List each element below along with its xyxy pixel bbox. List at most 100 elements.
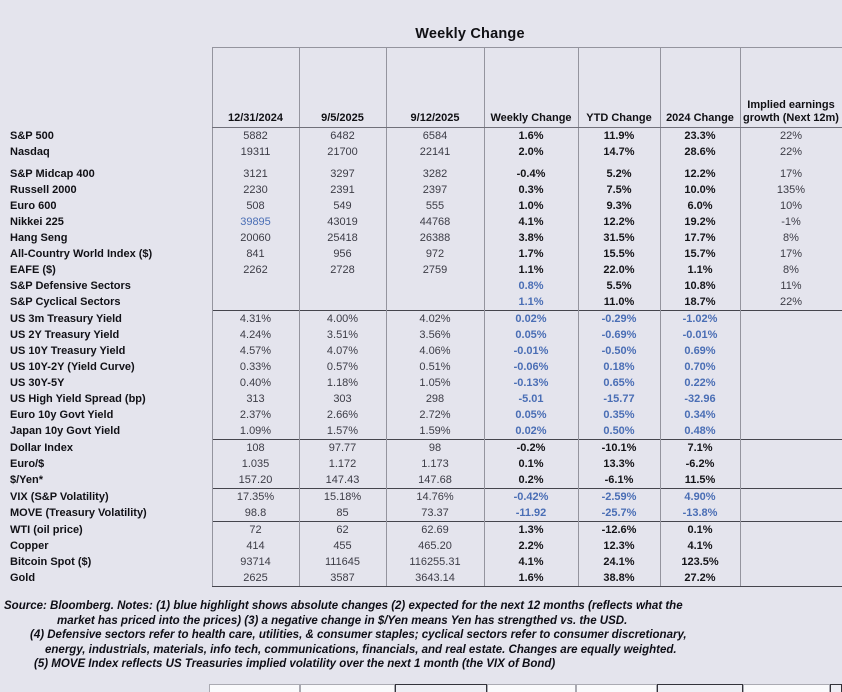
cell: 10.8% [659,278,740,294]
table-row: US 2Y Treasury Yield 4.24% 3.51% 3.56% 0.05%… [0,327,842,343]
cell: -2.59% [577,488,660,505]
note-line: market has priced into the prices) (3) a… [57,614,628,627]
row-label: US 30Y-5Y [10,377,65,389]
cell: -12.6% [577,521,660,538]
cell: -0.01% [483,343,578,359]
row-label: Russell 2000 [10,184,77,196]
cell: 21700 [298,144,386,160]
cell: 15.7% [659,246,740,262]
partial-button[interactable] [830,684,842,692]
row-label: Hang Seng [10,232,68,244]
cell: 147.68 [385,472,484,489]
cell [739,505,842,522]
table-row: Euro 10y Govt Yield 2.37% 2.66% 2.72% 0.05% 0… [0,407,842,423]
cell: 1.1% [659,262,740,278]
cell: 31.5% [577,230,660,246]
column-header: Weekly Change [483,47,578,128]
table-row: Japan 10y Govt Yield 1.09% 1.57% 1.59% 0.02%… [0,423,842,440]
cell: 1.59% [385,423,484,440]
cell: 19.2% [659,214,740,230]
table-row: Copper 414 455 465.20 2.2% 12.3% 4.1% [0,538,842,554]
cell: 1.3% [483,521,578,538]
cell: 2728 [298,262,386,278]
cell: -15.77 [577,391,660,407]
cell: 0.05% [483,407,578,423]
cell: 5.2% [577,166,660,182]
table-row: Nikkei 225 39895 43019 44768 4.1% 12.2% 19.2% -… [0,214,842,230]
cell [739,521,842,538]
cell: 85 [298,505,386,522]
row-label: Euro 10y Govt Yield [10,409,114,421]
cell: 508 [211,198,299,214]
cell: 0.70% [659,359,740,375]
table-row: S&P Defensive Sectors 0.8% 5.5% 10.8% 11% [0,278,842,294]
cell: 23.3% [659,127,740,144]
cell: 9.3% [577,198,660,214]
cell: 1.05% [385,375,484,391]
note-line: (5) MOVE Index reflects US Treasuries im… [34,658,556,671]
row-label: Nasdaq [10,146,50,158]
cell: 10.0% [659,182,740,198]
cell [739,343,842,359]
clipped-next-row [0,684,842,692]
cell: -10.1% [577,439,660,456]
column-header: 12/31/2024 [211,47,299,128]
cell: 22.0% [577,262,660,278]
cell: 62.69 [385,521,484,538]
cell: 841 [211,246,299,262]
table-row: US 10Y-2Y (Yield Curve) 0.33% 0.57% 0.51% -0… [0,359,842,375]
cell [739,327,842,343]
cell: 0.33% [211,359,299,375]
cell: 4.90% [659,488,740,505]
cell [739,456,842,472]
cell: 2.72% [385,407,484,423]
table-row: $/Yen* 157.20 147.43 147.68 0.2% -6.1% 11.5% [0,472,842,489]
cell: 8% [739,230,842,246]
cell: -25.7% [577,505,660,522]
cell: 17.35% [211,488,299,505]
cell: 0.57% [298,359,386,375]
cell: 43019 [298,214,386,230]
cell: 4.57% [211,343,299,359]
table-row: Euro 600 508 549 555 1.0% 9.3% 6.0% 10% [0,198,842,214]
cell: 93714 [211,554,299,570]
note-line: (4) Defensive sectors refer to health ca… [30,629,687,642]
cell: 0.02% [483,423,578,440]
cell: -0.50% [577,343,660,359]
table-row: S&P Midcap 400 3121 3297 3282 -0.4% 5.2% 12.2%… [0,166,842,182]
cell: 0.40% [211,375,299,391]
row-label: Japan 10y Govt Yield [10,425,121,438]
cell: 1.09% [211,423,299,440]
cell: 3.51% [298,327,386,343]
cell: -0.69% [577,327,660,343]
row-label: Copper [10,540,49,552]
row-label: Dollar Index [10,441,73,454]
cell: 3587 [298,570,386,587]
cell: 4.02% [385,310,484,327]
cell: 1.1% [483,294,578,311]
partial-button[interactable] [395,684,487,692]
cell: -0.42% [483,488,578,505]
partial-button[interactable] [657,684,743,692]
cell [385,294,484,311]
partial-cell [743,684,830,692]
table-row: EAFE ($) 2262 2728 2759 1.1% 22.0% 1.1% 8% [0,262,842,278]
cell: 11.9% [577,127,660,144]
cell: 0.22% [659,375,740,391]
cell [739,472,842,489]
cell: 0.02% [483,310,578,327]
row-label: S&P Defensive Sectors [10,280,131,292]
cell: 8% [739,262,842,278]
cell: 22141 [385,144,484,160]
cell: 1.1% [483,262,578,278]
column-header: Implied earnings growth (Next 12m) [739,47,842,128]
cell: 0.48% [659,423,740,440]
cell [739,375,842,391]
cell: 0.8% [483,278,578,294]
table-row: Nasdaq 19311 21700 22141 2.0% 14.7% 28.6% 22% [0,144,842,160]
cell: 0.35% [577,407,660,423]
cell: 555 [385,198,484,214]
cell: 10% [739,198,842,214]
cell: 4.1% [483,214,578,230]
cell: 157.20 [211,472,299,489]
